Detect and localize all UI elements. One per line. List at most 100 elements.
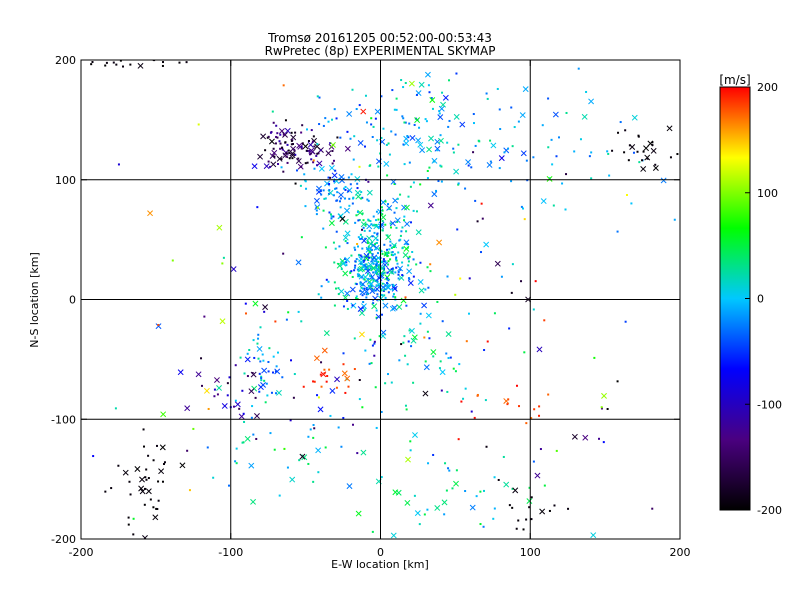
- data-point-x: [152, 514, 159, 521]
- data-point: [479, 490, 482, 493]
- data-point: [376, 252, 379, 255]
- data-point: [472, 122, 475, 125]
- data-point: [114, 407, 117, 410]
- data-point: [432, 453, 435, 456]
- data-point: [269, 432, 272, 435]
- data-point: [424, 288, 427, 291]
- data-point: [308, 149, 311, 152]
- data-point: [425, 120, 428, 123]
- data-point-x: [397, 265, 404, 272]
- data-point: [428, 166, 431, 169]
- data-point: [387, 203, 390, 206]
- data-point: [327, 120, 330, 123]
- data-point: [375, 426, 378, 429]
- data-point: [452, 367, 455, 370]
- data-point: [293, 373, 296, 376]
- data-point: [616, 380, 619, 383]
- data-point: [392, 254, 395, 257]
- data-point: [317, 396, 320, 399]
- data-point: [373, 354, 376, 357]
- data-point: [276, 136, 279, 139]
- data-point: [358, 104, 361, 107]
- data-point: [333, 281, 336, 284]
- data-point: [317, 152, 320, 155]
- data-point: [254, 396, 257, 399]
- data-point: [411, 250, 414, 253]
- data-point: [257, 357, 260, 360]
- data-point: [532, 308, 535, 311]
- data-point-x: [360, 108, 367, 115]
- data-point: [624, 129, 627, 132]
- data-point: [440, 389, 443, 392]
- data-point: [638, 161, 641, 164]
- data-point: [367, 199, 370, 202]
- data-point-x: [221, 403, 228, 409]
- data-point: [438, 112, 441, 115]
- data-point: [400, 230, 403, 233]
- data-point: [213, 388, 216, 391]
- data-point: [283, 447, 286, 450]
- data-point: [454, 370, 457, 373]
- data-point: [361, 294, 364, 297]
- data-point: [405, 304, 408, 307]
- data-point-x: [358, 331, 365, 338]
- data-point: [246, 352, 249, 355]
- data-point: [408, 329, 411, 332]
- data-point: [607, 152, 610, 155]
- data-point: [460, 400, 463, 403]
- data-point: [386, 248, 389, 251]
- data-point: [308, 153, 311, 156]
- data-point: [472, 113, 475, 116]
- data-point: [372, 262, 375, 265]
- data-point: [371, 135, 374, 138]
- data-point: [276, 132, 279, 135]
- data-point: [361, 306, 364, 309]
- data-point: [404, 354, 407, 357]
- data-point: [404, 82, 407, 85]
- data-point: [336, 136, 339, 139]
- data-point-x: [424, 71, 431, 78]
- data-point: [364, 223, 367, 226]
- axis-ticks: -200 -100 0 100 200 -200 -100 0 100 200: [51, 54, 690, 559]
- data-point: [585, 90, 588, 93]
- data-point: [147, 454, 150, 457]
- data-point: [547, 97, 550, 100]
- data-point: [303, 173, 306, 176]
- data-point: [367, 180, 370, 183]
- data-point: [252, 433, 255, 436]
- data-point: [363, 278, 366, 281]
- data-point: [395, 97, 398, 100]
- data-point-x: [328, 165, 335, 171]
- data-point-x: [421, 302, 428, 309]
- colorbar-tick-label: 100: [757, 187, 778, 200]
- data-point: [624, 320, 627, 323]
- data-point: [334, 247, 337, 250]
- data-point: [623, 151, 626, 154]
- data-point: [475, 495, 478, 498]
- data-point: [226, 394, 229, 397]
- data-point: [374, 386, 377, 389]
- data-point: [335, 230, 338, 233]
- data-point: [143, 445, 146, 448]
- data-point: [241, 389, 244, 392]
- data-point: [384, 296, 387, 299]
- data-point-x: [415, 137, 422, 144]
- data-point: [260, 375, 263, 378]
- data-point: [366, 267, 369, 270]
- data-point: [412, 181, 415, 184]
- data-point: [369, 248, 372, 251]
- data-point: [258, 372, 261, 375]
- data-point: [373, 231, 376, 234]
- data-point: [243, 372, 246, 375]
- data-point: [273, 155, 276, 158]
- data-point-x: [483, 241, 490, 248]
- data-point: [216, 393, 219, 396]
- data-point: [616, 230, 619, 233]
- data-point: [222, 256, 225, 259]
- data-point: [358, 218, 361, 221]
- data-point: [285, 155, 288, 158]
- data-point: [590, 151, 593, 154]
- data-point: [539, 448, 542, 451]
- data-point: [403, 335, 406, 338]
- data-point: [439, 360, 442, 363]
